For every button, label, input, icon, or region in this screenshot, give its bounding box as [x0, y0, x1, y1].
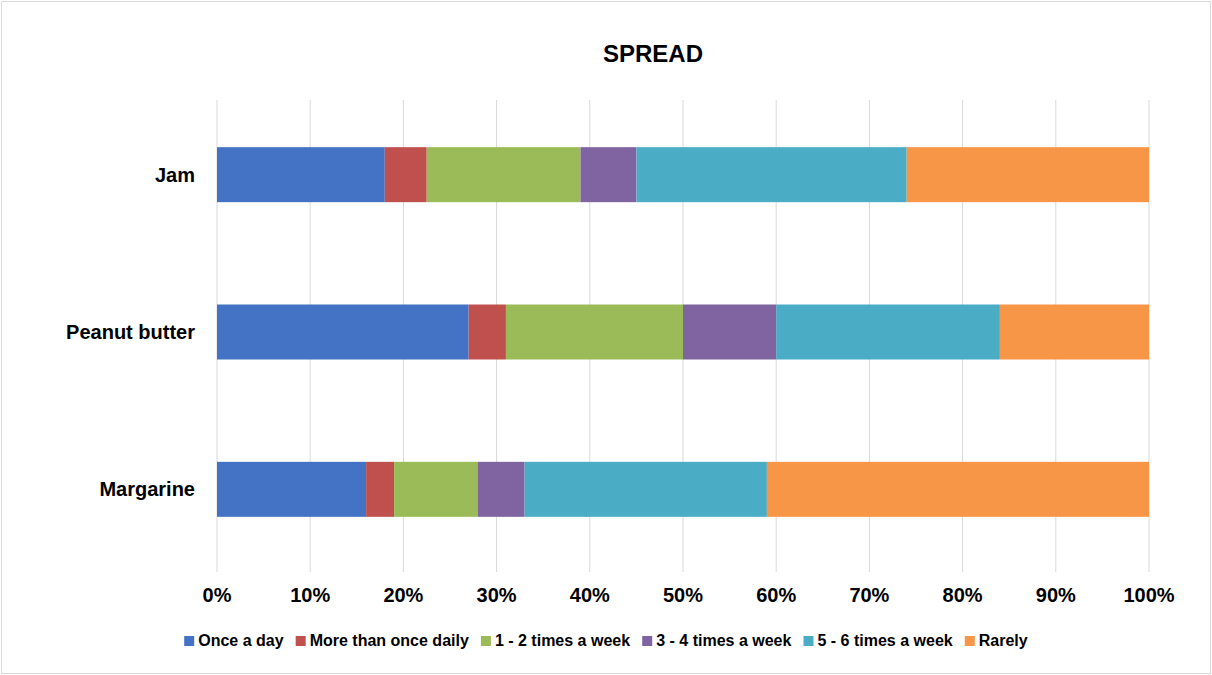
bar-segment — [394, 462, 478, 517]
bar-segment — [366, 462, 394, 517]
tick-label: 90% — [1036, 584, 1076, 606]
tick-label: 10% — [290, 584, 330, 606]
chart-frame — [2, 2, 1211, 674]
tick-label: 40% — [570, 584, 610, 606]
legend-swatch — [296, 636, 306, 646]
legend-label: 5 - 6 times a week — [817, 632, 952, 649]
bar-segment — [217, 147, 385, 202]
tick-label: 60% — [756, 584, 796, 606]
bar-segment — [580, 147, 636, 202]
chart-title: SPREAD — [603, 40, 703, 67]
bars — [217, 147, 1149, 517]
bar-segment — [478, 462, 525, 517]
legend-label: More than once daily — [310, 632, 469, 649]
bar-segment — [683, 305, 776, 360]
tick-label: 30% — [477, 584, 517, 606]
tick-label: 70% — [849, 584, 889, 606]
legend-swatch — [803, 636, 813, 646]
legend-label: 3 - 4 times a week — [656, 632, 791, 649]
tick-label: 20% — [383, 584, 423, 606]
tick-label: 0% — [203, 584, 232, 606]
legend-label: 1 - 2 times a week — [495, 632, 630, 649]
bar-segment — [217, 462, 366, 517]
category-label: Peanut butter — [66, 321, 195, 343]
category-label: Jam — [155, 164, 195, 186]
bar-segment — [385, 147, 427, 202]
bar-segment — [506, 305, 683, 360]
bar-segment — [767, 462, 1149, 517]
legend-swatch — [481, 636, 491, 646]
legend-label: Once a day — [198, 632, 283, 649]
bar-segment — [469, 305, 506, 360]
bar-segment — [776, 305, 1000, 360]
tick-label: 50% — [663, 584, 703, 606]
bar-segment — [427, 147, 581, 202]
legend-swatch — [965, 636, 975, 646]
legend: Once a day More than once daily 1 - 2 time… — [184, 632, 1028, 649]
legend-swatch — [642, 636, 652, 646]
bar-segment — [525, 462, 767, 517]
category-label: Margarine — [99, 478, 195, 500]
chart: SPREAD 0% 10% 20% 30% 40% 50% 60% 70% 80% 90% 100% J… — [0, 0, 1212, 675]
bar-segment — [1000, 305, 1149, 360]
tick-label: 100% — [1123, 584, 1174, 606]
bar-segment — [907, 147, 1149, 202]
legend-label: Rarely — [979, 632, 1028, 649]
bar-segment — [217, 305, 469, 360]
legend-swatch — [184, 636, 194, 646]
tick-label: 80% — [943, 584, 983, 606]
bar-segment — [636, 147, 906, 202]
